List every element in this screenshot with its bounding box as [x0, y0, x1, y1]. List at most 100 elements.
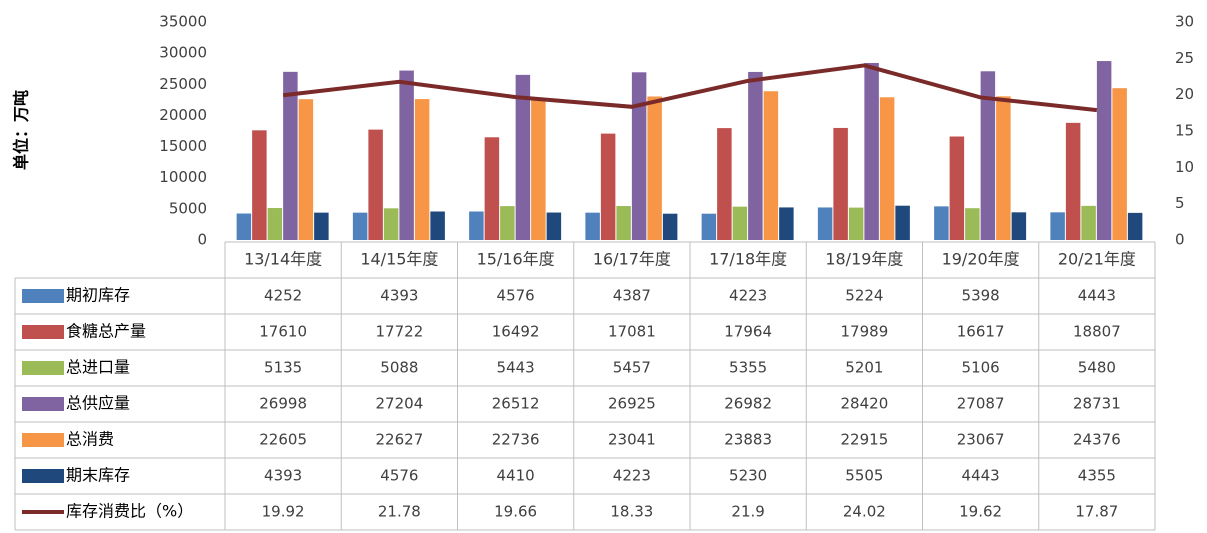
table-value: 5505 — [845, 467, 883, 485]
bar — [864, 62, 879, 240]
table-value: 22736 — [492, 431, 540, 449]
x-tick-label: 17/18年度 — [709, 250, 787, 269]
table-value: 18.33 — [610, 503, 653, 521]
table-value: 4443 — [1078, 287, 1116, 305]
table-value: 22605 — [259, 431, 307, 449]
table-value: 26925 — [608, 395, 656, 413]
bar — [662, 213, 678, 240]
bar — [283, 71, 298, 240]
y-tick-label: 20000 — [159, 106, 207, 124]
y-tick-label: 0 — [197, 231, 207, 249]
x-tick-label: 16/17年度 — [593, 250, 671, 269]
table-value: 5398 — [962, 287, 1000, 305]
bar — [383, 208, 399, 240]
table-value: 26982 — [724, 395, 772, 413]
bar — [833, 127, 848, 240]
table-value: 26512 — [492, 395, 540, 413]
bar — [817, 207, 833, 240]
bar — [717, 128, 732, 240]
table-value: 5443 — [497, 359, 535, 377]
table-value: 26998 — [259, 395, 307, 413]
table-value: 17722 — [376, 323, 424, 341]
y-tick-label: 25000 — [159, 75, 207, 93]
table-value: 5106 — [962, 359, 1000, 377]
bar — [236, 213, 252, 240]
table-value: 4576 — [497, 287, 535, 305]
table-value: 28420 — [841, 395, 889, 413]
bar — [515, 74, 531, 241]
table-value: 17.87 — [1075, 503, 1118, 521]
legend-label: 总供应量 — [66, 394, 130, 413]
bar — [469, 211, 484, 240]
table-value: 16617 — [957, 323, 1005, 341]
bar — [484, 137, 500, 240]
bar — [1127, 212, 1143, 240]
table-value: 4355 — [1078, 467, 1116, 485]
bar — [314, 212, 329, 240]
table-value: 23883 — [724, 431, 772, 449]
bar — [779, 207, 794, 240]
legend-label: 库存消费比（%） — [66, 502, 193, 521]
table-value: 19.92 — [262, 503, 305, 521]
bar — [949, 136, 965, 240]
line-series — [282, 63, 1098, 113]
table-value: 4223 — [729, 287, 767, 305]
y-axis-label: 单位：万吨 — [12, 90, 31, 170]
y2-tick-label: 0 — [1175, 231, 1185, 249]
bar — [848, 207, 864, 240]
table-value: 4223 — [613, 467, 651, 485]
bar — [1096, 61, 1112, 241]
table-value: 24.02 — [843, 503, 886, 521]
table-value: 5230 — [729, 467, 767, 485]
y-tick-label: 35000 — [159, 13, 207, 31]
bar — [980, 71, 996, 240]
table-value: 17610 — [259, 323, 307, 341]
table-value: 17081 — [608, 323, 656, 341]
bar — [732, 206, 748, 240]
bar — [616, 206, 631, 240]
bar — [298, 99, 314, 240]
bar — [546, 212, 562, 240]
bar — [763, 91, 779, 240]
table-value: 4443 — [962, 467, 1000, 485]
bar — [500, 206, 515, 240]
bar — [934, 206, 949, 240]
table-value: 4393 — [380, 287, 418, 305]
table-value: 22915 — [841, 431, 889, 449]
x-tick-label: 15/16年度 — [477, 250, 555, 269]
y2-tick-label: 20 — [1175, 85, 1194, 103]
table-value: 23041 — [608, 431, 656, 449]
bar — [585, 212, 600, 240]
y-tick-label: 10000 — [159, 168, 207, 186]
table-value: 19.66 — [494, 503, 537, 521]
table-value: 21.78 — [378, 503, 421, 521]
bar — [1065, 122, 1081, 240]
bar — [267, 208, 283, 240]
table-value: 23067 — [957, 431, 1005, 449]
legend-label: 食糖总产量 — [66, 322, 146, 341]
table-value: 5224 — [845, 287, 883, 305]
bar — [647, 96, 662, 240]
bar — [352, 212, 368, 240]
bar — [531, 98, 546, 240]
bar — [631, 72, 647, 240]
y2-tick-label: 15 — [1175, 122, 1194, 140]
bar — [701, 213, 717, 240]
legend-label: 总进口量 — [66, 358, 130, 377]
bar — [996, 96, 1011, 240]
bar — [1081, 205, 1096, 240]
bar — [748, 71, 763, 240]
table-value: 4576 — [380, 467, 418, 485]
table-value: 4387 — [613, 287, 651, 305]
bar — [965, 208, 980, 240]
legend-swatch — [22, 361, 64, 375]
table-value: 24376 — [1073, 431, 1121, 449]
bar — [600, 133, 616, 240]
table-value: 17989 — [841, 323, 889, 341]
bar — [399, 70, 414, 240]
table-value: 27204 — [376, 395, 424, 413]
legend-swatch — [22, 469, 64, 483]
y-tick-label: 30000 — [159, 44, 207, 62]
table-value: 5480 — [1078, 359, 1116, 377]
